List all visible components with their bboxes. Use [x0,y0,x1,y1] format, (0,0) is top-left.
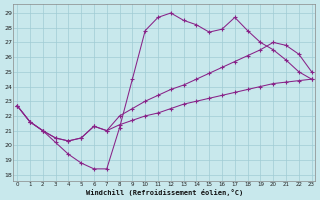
X-axis label: Windchill (Refroidissement éolien,°C): Windchill (Refroidissement éolien,°C) [86,189,243,196]
